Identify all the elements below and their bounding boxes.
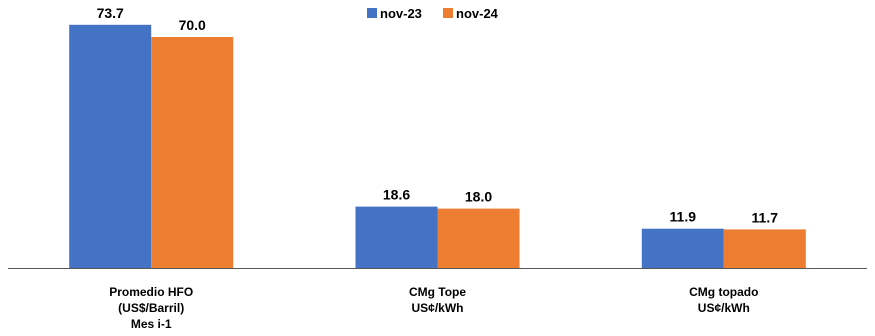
category-label-0-line-0: Promedio HFO	[109, 285, 193, 299]
value-label-nov-24-1: 18.0	[465, 189, 492, 205]
category-label-group: Promedio HFO (US$/Barril) Mes i-1 CMg Tope U…	[109, 285, 758, 331]
bar-nov-23-1	[355, 206, 438, 268]
value-label-nov-24-2: 11.7	[752, 209, 779, 225]
value-label-group: 73.7 70.0 18.6 18.0 11.9 11.7	[97, 5, 779, 226]
category-label-1-line-1: US¢/kWh	[411, 301, 463, 315]
legend-swatch-nov-23	[367, 8, 377, 18]
legend-label-nov-23: nov-23	[380, 6, 422, 21]
bar-nov-24-1	[437, 208, 520, 268]
value-label-nov-23-0: 73.7	[97, 5, 124, 21]
value-label-nov-24-0: 70.0	[179, 17, 206, 33]
legend-label-nov-24: nov-24	[456, 6, 499, 21]
bar-nov-23-2	[641, 228, 724, 268]
value-label-nov-23-1: 18.6	[383, 187, 410, 203]
category-label-0-line-1: (US$/Barril)	[118, 301, 184, 315]
category-label-2-line-1: US¢/kWh	[698, 301, 750, 315]
category-label-1-line-0: CMg Tope	[409, 285, 466, 299]
bar-nov-23-0	[69, 24, 152, 268]
bar-nov-24-0	[151, 37, 234, 268]
value-label-nov-23-2: 11.9	[670, 209, 697, 225]
category-label-2-line-0: CMg topado	[689, 285, 758, 299]
legend-swatch-nov-24	[443, 8, 453, 18]
chart-legend: nov-23 nov-24	[367, 6, 499, 21]
category-label-0-line-2: Mes i-1	[131, 317, 172, 331]
bar-group	[69, 24, 806, 268]
bar-nov-24-2	[723, 229, 806, 268]
